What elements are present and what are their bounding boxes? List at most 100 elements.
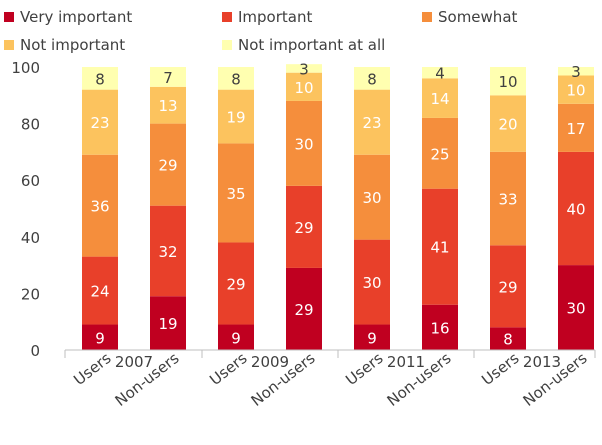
bar-segment xyxy=(150,67,186,87)
data-label: 29 xyxy=(498,278,517,296)
legend-label: Somewhat xyxy=(438,8,518,26)
bar-segment xyxy=(490,67,526,96)
legend-item-important: Important xyxy=(222,7,312,27)
data-label: 40 xyxy=(566,201,585,219)
x-group-label: 2011 xyxy=(387,353,425,371)
bar-segment xyxy=(490,151,526,246)
legend-swatch xyxy=(222,40,232,50)
data-label: 29 xyxy=(226,275,245,293)
legend-label: Not important xyxy=(20,36,126,54)
data-label: 20 xyxy=(498,116,517,134)
data-label: 41 xyxy=(430,239,449,257)
bar-segment xyxy=(422,67,458,79)
bar-segment xyxy=(150,86,186,124)
data-label: 24 xyxy=(90,283,109,301)
bar-segment xyxy=(558,265,594,350)
bar-segment xyxy=(82,256,118,325)
data-label: 3 xyxy=(571,63,581,81)
bar-segment xyxy=(422,78,458,118)
data-label: 3 xyxy=(299,60,309,78)
data-label: 16 xyxy=(430,319,449,337)
bar-segment xyxy=(150,296,186,350)
data-label: 30 xyxy=(294,135,313,153)
data-label: 36 xyxy=(90,198,109,216)
data-label: 14 xyxy=(430,90,449,108)
bar-segment xyxy=(354,67,390,90)
bar-segment xyxy=(218,324,254,350)
data-label: 33 xyxy=(498,191,517,209)
bar-segment xyxy=(218,67,254,90)
bar-segment xyxy=(218,242,254,325)
y-tick-label: 40 xyxy=(21,229,40,247)
bar-segment xyxy=(558,151,594,266)
legend-label: Not important at all xyxy=(238,36,386,54)
bar-segment xyxy=(218,143,254,243)
bar-segment xyxy=(422,188,458,305)
data-label: 30 xyxy=(362,189,381,207)
data-label: 4 xyxy=(435,65,445,83)
data-label: 17 xyxy=(566,120,585,138)
legend-label: Important xyxy=(238,8,313,26)
bar-segment xyxy=(490,95,526,152)
bar-segment xyxy=(558,103,594,152)
y-tick-label: 80 xyxy=(21,116,40,134)
data-label: 25 xyxy=(430,145,449,163)
data-label: 10 xyxy=(498,73,517,91)
data-label: 30 xyxy=(362,274,381,292)
legend-item-not-important-at-all: Not important at all xyxy=(222,35,385,55)
legend-swatch xyxy=(4,12,14,22)
bar-segment xyxy=(558,75,594,104)
data-label: 10 xyxy=(566,82,585,100)
bar-segment xyxy=(354,324,390,350)
bar-segment xyxy=(354,239,390,325)
x-category-label: Users xyxy=(70,349,114,389)
data-label: 19 xyxy=(226,109,245,127)
bar-segment xyxy=(286,72,322,101)
data-label: 23 xyxy=(90,114,109,132)
data-label: 8 xyxy=(95,70,105,88)
x-group-label: 2007 xyxy=(115,353,153,371)
y-tick-label: 20 xyxy=(21,285,40,303)
data-label: 30 xyxy=(566,300,585,318)
data-label: 8 xyxy=(367,70,377,88)
data-label: 13 xyxy=(158,97,177,115)
bar-segment xyxy=(150,205,186,297)
data-label: 8 xyxy=(231,70,241,88)
bar-segment xyxy=(422,117,458,189)
legend-label: Very important xyxy=(20,8,133,26)
bar-segment xyxy=(354,154,390,240)
data-label: 8 xyxy=(503,331,513,349)
bar-segment xyxy=(354,89,390,155)
data-label: 7 xyxy=(163,69,173,87)
bar-segment xyxy=(422,304,458,350)
data-label: 10 xyxy=(294,79,313,97)
data-label: 29 xyxy=(158,157,177,175)
data-label: 19 xyxy=(158,315,177,333)
legend-swatch xyxy=(222,12,232,22)
bar-segment xyxy=(150,123,186,206)
x-group-label: 2013 xyxy=(523,353,561,371)
legend-item-somewhat: Somewhat xyxy=(422,7,517,27)
bar-segment xyxy=(82,67,118,90)
data-label: 23 xyxy=(362,114,381,132)
legend-swatch xyxy=(422,12,432,22)
bar-segment xyxy=(286,64,322,73)
bar-segment xyxy=(490,245,526,328)
bar-segment xyxy=(82,324,118,350)
legend-item-not-important: Not important xyxy=(4,35,125,55)
y-tick-label: 60 xyxy=(21,172,40,190)
data-label: 9 xyxy=(367,329,377,347)
x-group-label: 2009 xyxy=(251,353,289,371)
x-category-label: Users xyxy=(478,349,522,389)
x-category-label: Users xyxy=(342,349,386,389)
y-tick-label: 0 xyxy=(30,342,40,360)
chart-legend: Very important Important Somewhat Not im… xyxy=(0,0,602,60)
bar-segment xyxy=(286,100,322,186)
data-label: 29 xyxy=(294,301,313,319)
data-label: 29 xyxy=(294,219,313,237)
y-tick-label: 100 xyxy=(11,59,40,77)
bar-segment xyxy=(82,89,118,155)
data-label: 9 xyxy=(231,329,241,347)
data-label: 32 xyxy=(158,243,177,261)
bar-segment xyxy=(286,185,322,268)
